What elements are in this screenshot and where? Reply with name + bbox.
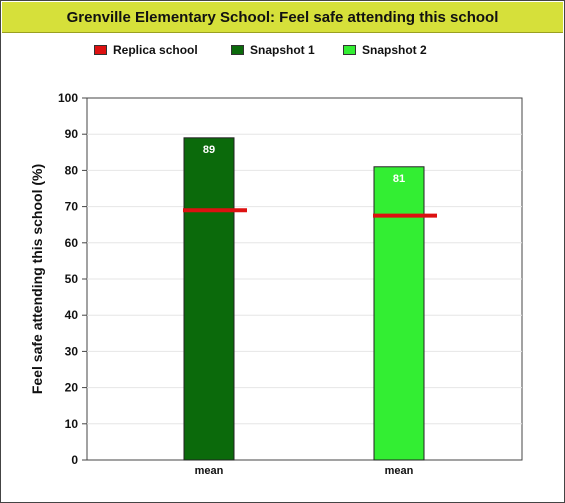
bar-value-label: 89 bbox=[203, 144, 215, 156]
y-axis-label: Feel safe attending this school (%) bbox=[29, 164, 45, 394]
legend-item-snapshot-1: Snapshot 1 bbox=[231, 43, 315, 57]
legend-item-snapshot-2: Snapshot 2 bbox=[343, 43, 427, 57]
y-tick-label: 0 bbox=[71, 453, 78, 467]
y-tick-label: 20 bbox=[65, 381, 79, 395]
legend-swatch-replica bbox=[94, 45, 107, 55]
y-tick-label: 90 bbox=[65, 127, 79, 141]
legend-swatch-snapshot-2 bbox=[343, 45, 356, 55]
legend-item-replica: Replica school bbox=[94, 43, 198, 57]
y-tick-label: 70 bbox=[65, 200, 79, 214]
x-axis-labels: mean mean bbox=[195, 465, 414, 477]
legend-label-replica: Replica school bbox=[113, 43, 198, 57]
legend-swatch-snapshot-1 bbox=[231, 45, 244, 55]
y-tick-label: 10 bbox=[65, 417, 79, 431]
bar-value-label: 81 bbox=[393, 173, 405, 185]
y-tick-label: 100 bbox=[58, 91, 78, 105]
y-tick-label: 30 bbox=[65, 344, 79, 358]
y-tick-label: 60 bbox=[65, 236, 79, 250]
x-category-label: mean bbox=[385, 465, 414, 477]
bar-snapshot-2 bbox=[373, 166, 425, 461]
y-axis-ticks: 0 10 20 30 40 50 60 70 80 90 100 bbox=[58, 91, 87, 467]
x-category-label: mean bbox=[195, 465, 224, 477]
y-tick-label: 40 bbox=[65, 308, 79, 322]
chart-title: Grenville Elementary School: Feel safe a… bbox=[2, 2, 563, 33]
y-tick-label: 80 bbox=[65, 163, 79, 177]
legend-label-snapshot-1: Snapshot 1 bbox=[250, 43, 315, 57]
chart-legend: Replica school Snapshot 1 Snapshot 2 bbox=[1, 43, 565, 59]
legend-label-snapshot-2: Snapshot 2 bbox=[362, 43, 427, 57]
bar-snapshot-1 bbox=[183, 137, 235, 461]
replica-lines bbox=[183, 208, 437, 218]
grid-lines bbox=[87, 133, 522, 425]
y-tick-label: 50 bbox=[65, 272, 79, 286]
